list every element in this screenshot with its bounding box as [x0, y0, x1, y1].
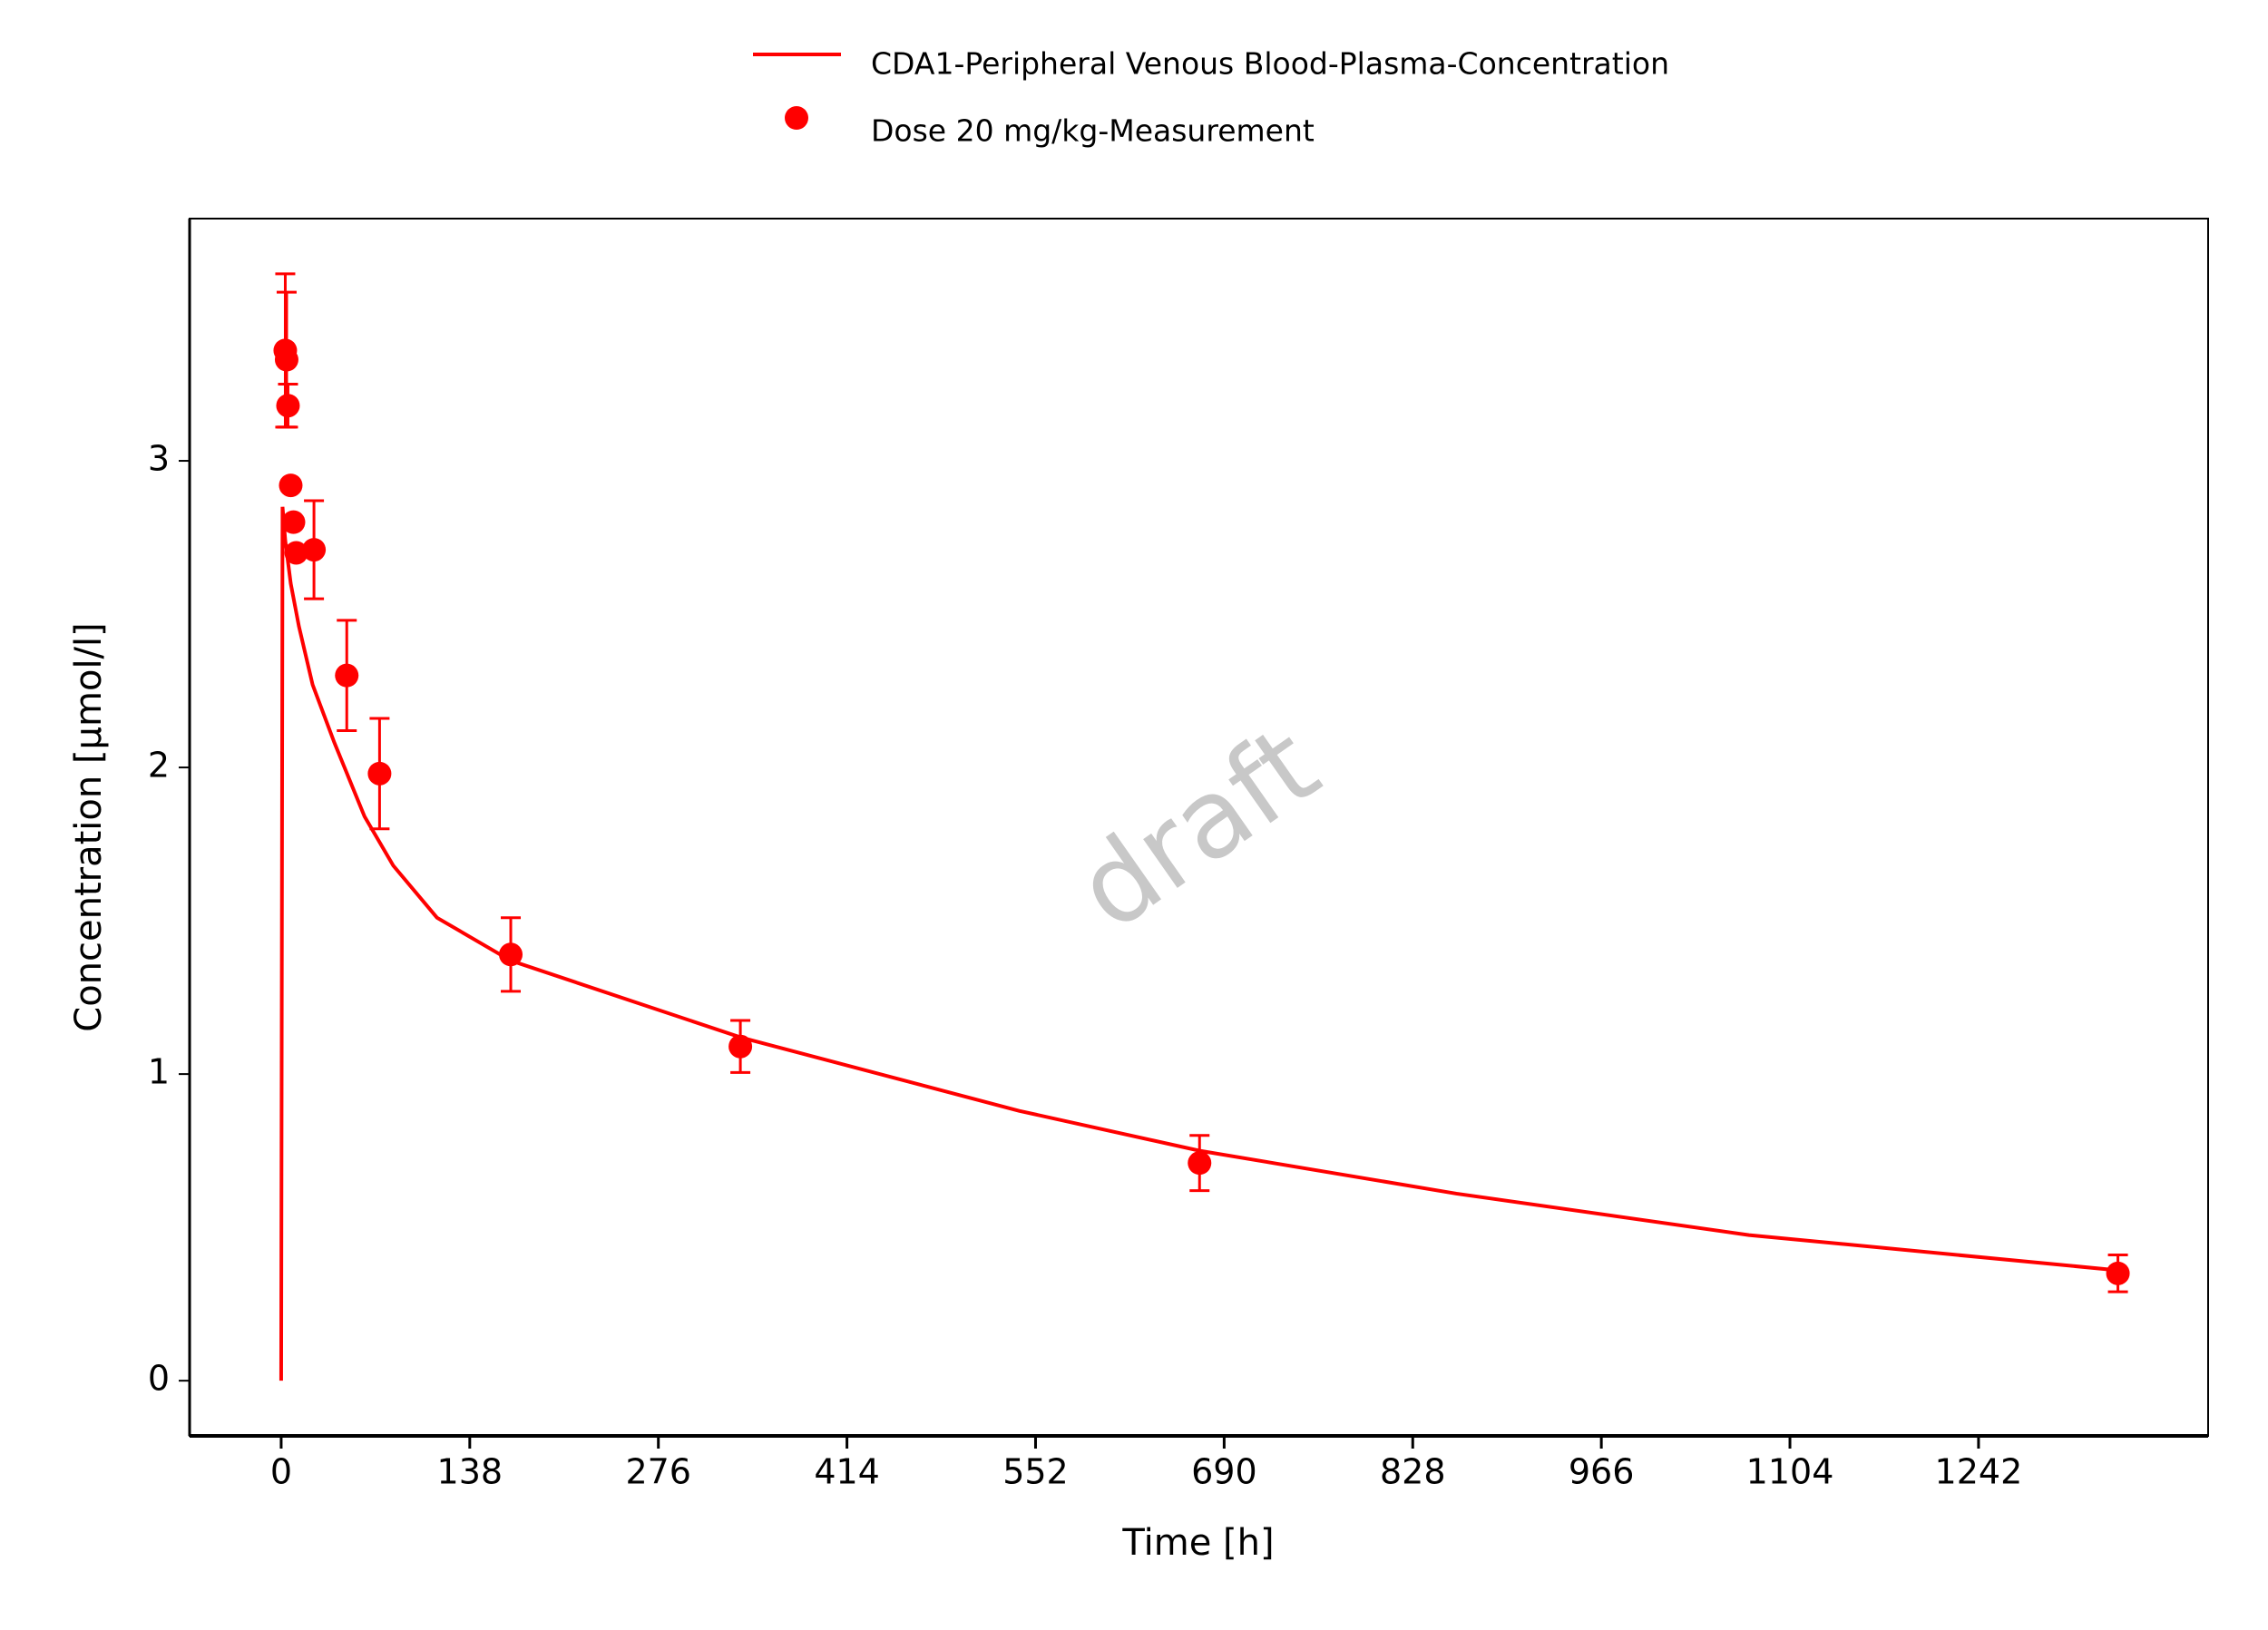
x-tick-label: 828	[1380, 1452, 1446, 1492]
watermark: draft	[1055, 703, 1340, 955]
y-axis-title: Concentration [µmol/l]	[68, 622, 110, 1031]
data-point	[274, 347, 298, 372]
data-point	[2106, 1261, 2130, 1285]
data-point	[284, 541, 308, 565]
legend-label: Dose 20 mg/kg-Measurement	[871, 113, 1315, 149]
x-tick-label: 1242	[1935, 1452, 2023, 1492]
y-tick-label: 1	[148, 1052, 170, 1092]
y-tick-label: 2	[148, 746, 170, 786]
series-line	[279, 506, 2118, 1381]
data-point	[367, 761, 392, 786]
x-axis-title: Time [h]	[1121, 1522, 1274, 1564]
y-tick-label: 0	[148, 1359, 170, 1399]
data-point	[499, 942, 523, 967]
data-point	[281, 510, 306, 534]
x-tick-label: 276	[625, 1452, 691, 1492]
legend-label: CDA1-Peripheral Venous Blood-Plasma-Conc…	[871, 46, 1669, 82]
x-tick-label: 414	[814, 1452, 880, 1492]
data-point	[335, 663, 359, 688]
data-point	[276, 394, 300, 418]
data-point	[279, 473, 303, 498]
legend-marker	[785, 106, 808, 130]
data-point	[728, 1034, 753, 1059]
x-tick-label: 690	[1191, 1452, 1257, 1492]
data-point	[1188, 1151, 1212, 1176]
x-tick-label: 966	[1569, 1452, 1635, 1492]
y-tick-label: 3	[148, 439, 170, 479]
data-point	[302, 538, 327, 562]
x-tick-label: 138	[437, 1452, 503, 1492]
x-tick-label: 1104	[1746, 1452, 1834, 1492]
x-tick-label: 0	[270, 1452, 292, 1492]
x-tick-label: 552	[1002, 1452, 1069, 1492]
